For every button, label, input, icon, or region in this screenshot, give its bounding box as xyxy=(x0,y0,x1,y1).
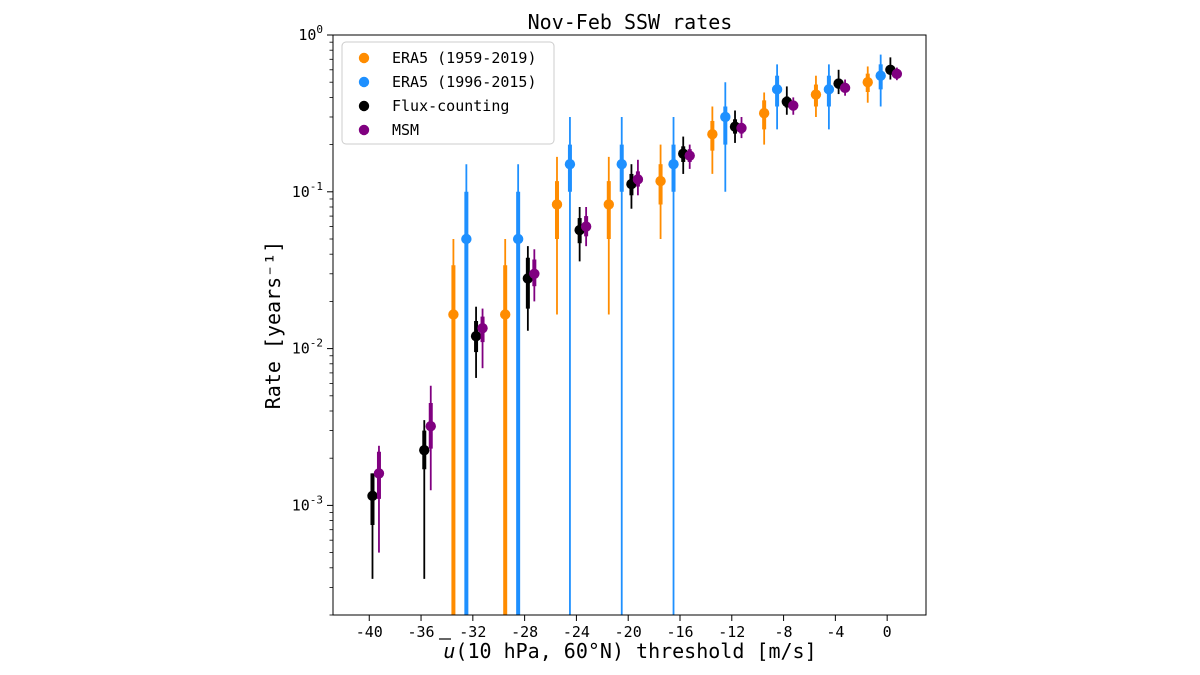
x-tick-label: 0 xyxy=(883,623,892,641)
data-point-msm xyxy=(425,420,436,432)
data-point-msm xyxy=(684,150,695,161)
data-point-era5-1996-2015 xyxy=(720,111,731,123)
data-point-flux-counting xyxy=(470,330,482,342)
x-axis: -40 -36 -32 -28 -24 -20 -16 -12 -8 -4 0 xyxy=(356,615,892,641)
data-point-era5-1996-2015 xyxy=(668,158,679,170)
x-tick-label: -4 xyxy=(826,623,844,641)
plot-frame xyxy=(332,34,927,616)
chart-marks xyxy=(367,54,903,615)
x-tick-label: -28 xyxy=(511,623,538,641)
data-point-era5-1959-2019 xyxy=(655,175,666,187)
data-point-era5-1996-2015 xyxy=(875,70,886,81)
data-point-msm xyxy=(839,82,851,94)
chart-title: Nov-Feb SSW rates xyxy=(528,10,733,34)
data-point-flux-counting xyxy=(367,490,378,502)
data-marks xyxy=(367,54,903,615)
x-tick-label: -20 xyxy=(615,623,642,641)
y-axis-title: Rate [years⁻¹] xyxy=(261,241,285,410)
data-point-era5-1959-2019 xyxy=(500,309,511,320)
legend-marker-era5-1996-2015 xyxy=(358,76,370,88)
y-tick-label: 10-1 xyxy=(292,180,323,201)
data-point-era5-1959-2019 xyxy=(551,199,563,210)
data-point-era5-1959-2019 xyxy=(448,309,459,320)
y-tick-label: 10-3 xyxy=(292,493,323,514)
legend-marker-flux-counting xyxy=(358,100,370,112)
data-point-era5-1996-2015 xyxy=(564,158,576,170)
y-tick-label: 100 xyxy=(298,23,323,44)
x-axis-title: u(10 hPa, 60°N) threshold [m/s] xyxy=(439,638,817,663)
data-point-era5-1959-2019 xyxy=(707,128,718,140)
legend-label-era5-1996-2015: ERA5 (1996-2015) xyxy=(392,73,537,91)
x-tick-label: -24 xyxy=(563,623,590,641)
data-point-msm xyxy=(788,100,799,111)
data-point-era5-1996-2015 xyxy=(823,84,835,95)
y-axis: 10-3 10-2 10-1 100 xyxy=(292,23,333,616)
data-point-era5-1959-2019 xyxy=(603,199,614,210)
x-axis-title-text: (10 hPa, 60°N) threshold [m/s] xyxy=(455,639,816,663)
data-point-msm xyxy=(529,268,540,279)
x-axis-title-symbol: u xyxy=(443,639,455,663)
data-point-era5-1996-2015 xyxy=(461,233,472,245)
data-point-msm xyxy=(736,122,747,134)
x-tick-label: -36 xyxy=(407,623,434,641)
legend-marker-msm xyxy=(358,124,370,136)
svg-text:u(10 hPa, 60°N) threshold [m/s: u(10 hPa, 60°N) threshold [m/s] xyxy=(443,639,816,663)
data-point-msm xyxy=(477,322,488,334)
data-point-era5-1959-2019 xyxy=(758,108,770,119)
data-point-era5-1996-2015 xyxy=(771,84,783,95)
data-point-era5-1959-2019 xyxy=(810,89,822,100)
x-tick-label: -12 xyxy=(718,623,745,641)
data-point-msm xyxy=(632,174,644,185)
legend-label-era5-1959-2019: ERA5 (1959-2019) xyxy=(392,49,537,67)
y-tick-label: 10-2 xyxy=(292,337,323,358)
data-point-msm xyxy=(891,68,903,80)
x-tick-label: -40 xyxy=(356,623,383,641)
legend-frame xyxy=(341,41,555,145)
x-tick-label: -32 xyxy=(459,623,486,641)
data-point-era5-1996-2015 xyxy=(512,233,524,245)
legend-label-msm: MSM xyxy=(392,121,419,139)
legend-marker-era5-1959-2019 xyxy=(358,52,370,64)
x-tick-label: -8 xyxy=(775,623,793,641)
data-point-msm xyxy=(373,468,385,479)
x-tick-label: -16 xyxy=(666,623,693,641)
data-point-era5-1959-2019 xyxy=(862,77,873,88)
data-point-era5-1996-2015 xyxy=(616,158,627,170)
legend-label-flux-counting: Flux-counting xyxy=(392,97,509,115)
data-point-flux-counting xyxy=(419,444,430,456)
legend: ERA5 (1959-2019) ERA5 (1996-2015) Flux-cou… xyxy=(341,41,555,145)
data-point-msm xyxy=(580,221,592,232)
